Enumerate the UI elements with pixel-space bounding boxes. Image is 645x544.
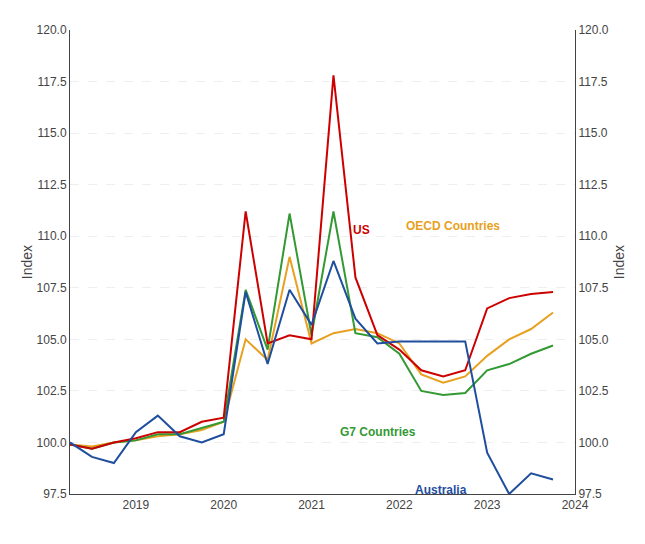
svg-text:2022: 2022 [386,498,413,512]
svg-text:97.5: 97.5 [43,487,67,501]
svg-text:112.5: 112.5 [37,178,66,192]
svg-text:102.5: 102.5 [37,384,67,398]
svg-text:110.0: 110.0 [37,229,66,243]
svg-text:2019: 2019 [123,498,150,512]
svg-text:117.5: 117.5 [578,75,607,89]
svg-text:120.0: 120.0 [37,23,67,37]
svg-text:Index: Index [611,245,627,279]
svg-text:107.5: 107.5 [37,281,67,295]
svg-text:115.0: 115.0 [578,126,607,140]
svg-text:2024: 2024 [562,498,589,512]
svg-text:G7 Countries: G7 Countries [340,425,416,439]
svg-text:110.0: 110.0 [578,229,607,243]
svg-text:117.5: 117.5 [37,75,66,89]
svg-text:100.0: 100.0 [578,436,608,450]
svg-text:US: US [353,223,370,237]
svg-text:97.5: 97.5 [578,487,602,501]
svg-text:100.0: 100.0 [37,436,67,450]
svg-text:Index: Index [19,245,35,279]
svg-text:120.0: 120.0 [578,23,608,37]
svg-text:OECD Countries: OECD Countries [406,219,500,233]
svg-text:102.5: 102.5 [578,384,608,398]
svg-text:115.0: 115.0 [37,126,66,140]
svg-text:105.0: 105.0 [578,333,608,347]
svg-text:2023: 2023 [474,498,501,512]
svg-text:2021: 2021 [298,498,325,512]
svg-text:112.5: 112.5 [578,178,607,192]
svg-text:Australia: Australia [415,483,467,497]
svg-text:105.0: 105.0 [37,333,67,347]
svg-text:2020: 2020 [210,498,237,512]
svg-text:107.5: 107.5 [578,281,608,295]
